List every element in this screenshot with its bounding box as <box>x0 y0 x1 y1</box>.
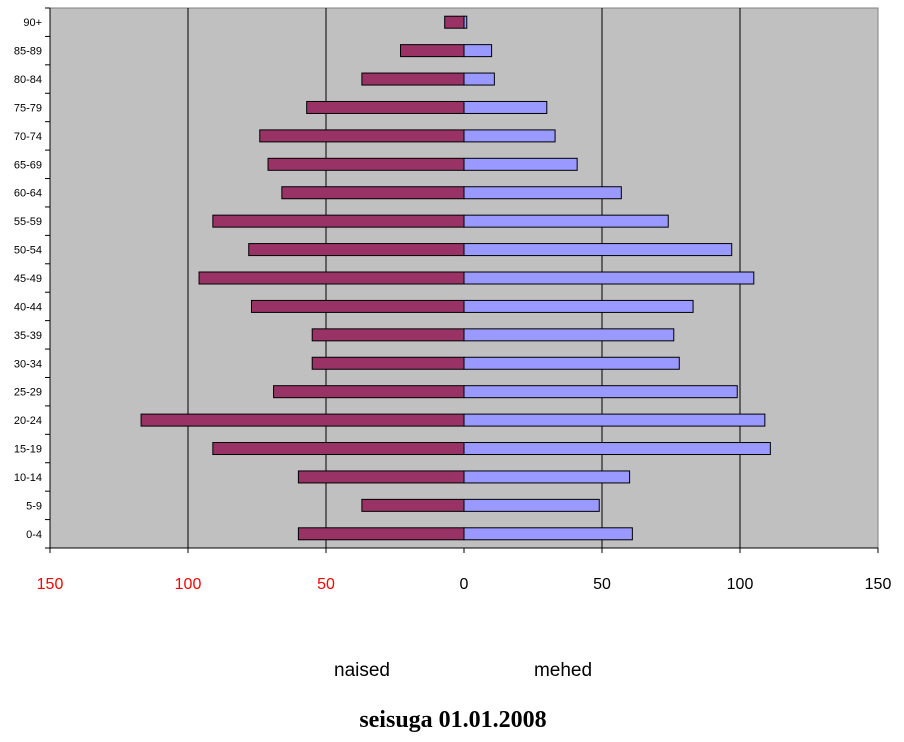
category-label-10-14: 10-14 <box>14 472 42 484</box>
bar-naised-45-49 <box>198 271 465 285</box>
bar-naised-15-19 <box>212 442 465 456</box>
bars <box>140 15 771 541</box>
bar-mehed-0-4 <box>463 527 633 541</box>
category-label-70-74: 70-74 <box>14 131 42 143</box>
bar-mehed-75-79 <box>463 100 548 114</box>
bar-mehed-70-74 <box>463 129 556 143</box>
bar-mehed-55-59 <box>463 214 669 228</box>
x-tick-label: 100 <box>175 576 202 593</box>
category-label-0-4: 0-4 <box>26 529 42 541</box>
bar-naised-85-89 <box>400 44 465 58</box>
bar-naised-80-84 <box>361 72 465 86</box>
bar-mehed-45-49 <box>463 271 755 285</box>
legend-mehed: mehed <box>534 660 592 681</box>
category-label-80-84: 80-84 <box>14 74 42 86</box>
category-label-15-19: 15-19 <box>14 444 42 456</box>
x-tick-label: 100 <box>727 576 754 593</box>
bar-naised-60-64 <box>281 186 465 200</box>
axes <box>45 7 879 553</box>
bar-naised-0-4 <box>297 527 465 541</box>
chart-caption: seisuga 01.01.2008 <box>359 707 546 733</box>
bar-naised-55-59 <box>212 214 465 228</box>
bar-naised-50-54 <box>248 243 465 257</box>
bar-mehed-10-14 <box>463 470 631 484</box>
category-label-35-39: 35-39 <box>14 330 42 342</box>
bar-naised-65-69 <box>267 157 465 171</box>
category-label-85-89: 85-89 <box>14 46 42 58</box>
category-label-45-49: 45-49 <box>14 273 42 285</box>
bar-mehed-50-54 <box>463 243 733 257</box>
category-label-75-79: 75-79 <box>14 102 42 114</box>
bar-naised-20-24 <box>140 413 465 427</box>
x-tick-labels: 150 100 50 0 50 100 150 <box>37 576 892 593</box>
category-label-40-44: 40-44 <box>14 301 42 313</box>
bar-mehed-90+ <box>463 15 468 29</box>
bar-mehed-35-39 <box>463 328 675 342</box>
bar-naised-75-79 <box>306 100 465 114</box>
bar-mehed-15-19 <box>463 442 771 456</box>
bar-naised-25-29 <box>273 385 465 399</box>
bar-naised-5-9 <box>361 498 465 512</box>
bar-mehed-65-69 <box>463 157 578 171</box>
bar-naised-35-39 <box>311 328 465 342</box>
category-label-55-59: 55-59 <box>14 216 42 228</box>
bar-mehed-5-9 <box>463 498 600 512</box>
category-label-20-24: 20-24 <box>14 415 42 427</box>
bar-mehed-40-44 <box>463 299 694 313</box>
category-label-90+: 90+ <box>23 17 42 29</box>
category-label-50-54: 50-54 <box>14 245 42 257</box>
category-label-25-29: 25-29 <box>14 387 42 399</box>
bar-naised-10-14 <box>297 470 465 484</box>
bar-naised-40-44 <box>250 299 465 313</box>
category-label-5-9: 5-9 <box>26 500 42 512</box>
bar-mehed-30-34 <box>463 356 680 370</box>
x-tick-label: 150 <box>37 576 64 593</box>
bar-mehed-60-64 <box>463 186 622 200</box>
category-label-65-69: 65-69 <box>14 159 42 171</box>
category-label-60-64: 60-64 <box>14 188 42 200</box>
x-tick-label: 150 <box>865 576 892 593</box>
x-tick-label: 50 <box>317 576 335 593</box>
bar-mehed-20-24 <box>463 413 766 427</box>
x-tick-label: 0 <box>460 576 469 593</box>
category-labels: 0-4 5-9 10-14 15-19 20-24 25-29 30-34 35-39 40-4… <box>14 17 42 541</box>
category-label-30-34: 30-34 <box>14 358 42 370</box>
bar-mehed-80-84 <box>463 72 495 86</box>
bar-mehed-25-29 <box>463 385 738 399</box>
bar-naised-90+ <box>444 15 465 29</box>
bar-naised-70-74 <box>259 129 465 143</box>
x-tick-label: 50 <box>593 576 611 593</box>
bar-mehed-85-89 <box>463 44 493 58</box>
bar-naised-30-34 <box>311 356 465 370</box>
legend-naised: naised <box>334 660 390 681</box>
